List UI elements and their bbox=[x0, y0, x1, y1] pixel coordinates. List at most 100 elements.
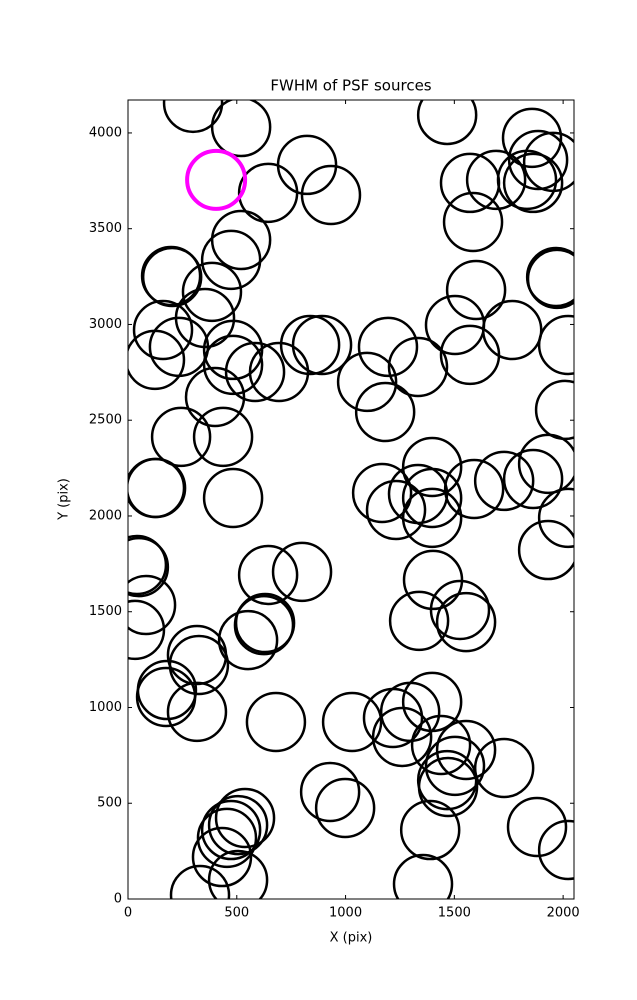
source-circle bbox=[207, 849, 269, 899]
source-circle bbox=[410, 714, 472, 776]
source-circle bbox=[181, 261, 243, 323]
source-circle bbox=[465, 149, 527, 211]
source-circle bbox=[248, 341, 310, 403]
source-circle bbox=[191, 826, 253, 888]
source-circle bbox=[424, 294, 486, 356]
source-circle bbox=[202, 319, 264, 381]
source-circle bbox=[196, 807, 258, 869]
source-circle bbox=[184, 366, 246, 428]
source-circle bbox=[424, 735, 486, 797]
source-circle bbox=[128, 329, 186, 391]
source-circle bbox=[401, 487, 463, 549]
source-circle bbox=[502, 152, 564, 214]
source-circle bbox=[517, 433, 574, 495]
source-circle bbox=[429, 579, 491, 641]
source-circle bbox=[217, 609, 279, 671]
source-circle bbox=[279, 314, 341, 376]
y-tick-label: 1500 bbox=[89, 604, 122, 619]
source-circle bbox=[517, 519, 574, 581]
source-circle bbox=[537, 314, 574, 376]
source-circle bbox=[392, 853, 454, 899]
source-circle bbox=[128, 536, 170, 598]
source-circle bbox=[299, 761, 361, 823]
source-circle bbox=[300, 164, 362, 226]
source-circle bbox=[399, 799, 461, 861]
source-circle bbox=[401, 436, 463, 498]
source-circle bbox=[507, 129, 569, 191]
source-circle bbox=[496, 149, 558, 211]
source-circle bbox=[351, 462, 413, 524]
source-circle bbox=[473, 737, 535, 799]
source-circle bbox=[207, 794, 269, 856]
source-circle bbox=[128, 457, 187, 519]
source-circle bbox=[371, 706, 433, 768]
y-tick-label: 4000 bbox=[89, 125, 122, 140]
source-circle bbox=[271, 541, 333, 603]
y-axis-label: Y (pix) bbox=[57, 478, 72, 521]
y-tick-label: 2500 bbox=[89, 413, 122, 428]
source-circle bbox=[435, 591, 497, 653]
source-circle bbox=[321, 691, 383, 753]
source-circle bbox=[336, 351, 398, 413]
source-circle bbox=[245, 691, 307, 753]
source-circle bbox=[443, 458, 505, 520]
y-tick-label: 1000 bbox=[89, 700, 122, 715]
x-tick-label: 1500 bbox=[438, 906, 471, 921]
source-circle bbox=[162, 100, 224, 134]
plot-area bbox=[128, 100, 574, 899]
source-circle bbox=[481, 299, 543, 361]
source-circle bbox=[237, 162, 299, 224]
source-circle bbox=[141, 246, 203, 308]
source-circle bbox=[401, 671, 463, 733]
source-circle bbox=[202, 467, 264, 529]
chart-title: FWHM of PSF sources bbox=[270, 77, 431, 95]
source-circle bbox=[314, 777, 376, 839]
source-circle bbox=[169, 864, 231, 899]
source-circle bbox=[202, 334, 264, 396]
source-circle bbox=[237, 544, 299, 606]
source-circle bbox=[357, 316, 419, 378]
source-circle bbox=[210, 100, 272, 158]
y-tick-label: 3000 bbox=[89, 317, 122, 332]
x-tick-label: 2000 bbox=[547, 906, 580, 921]
source-circle bbox=[233, 594, 295, 656]
source-circle bbox=[276, 134, 338, 196]
source-circle bbox=[150, 406, 212, 468]
y-tick-label: 3500 bbox=[89, 221, 122, 236]
source-circle bbox=[200, 799, 262, 861]
source-circle bbox=[192, 406, 254, 468]
y-tick-label: 500 bbox=[97, 796, 122, 811]
source-circle bbox=[445, 259, 507, 321]
source-circle bbox=[442, 191, 504, 253]
source-circle bbox=[224, 341, 286, 403]
source-circle bbox=[135, 666, 197, 728]
source-circle bbox=[354, 381, 416, 443]
source-circle bbox=[291, 314, 353, 376]
source-circle bbox=[435, 719, 497, 781]
x-tick-label: 0 bbox=[124, 906, 132, 921]
y-tick-label: 2000 bbox=[89, 508, 122, 523]
source-circle bbox=[214, 787, 276, 849]
source-circle bbox=[210, 209, 272, 271]
source-circle bbox=[534, 379, 574, 441]
source-circle bbox=[526, 248, 574, 310]
x-axis-label: X (pix) bbox=[330, 931, 373, 946]
source-circle bbox=[128, 534, 168, 596]
source-circle bbox=[388, 590, 450, 652]
source-circle bbox=[401, 467, 463, 529]
source-circle bbox=[537, 487, 574, 549]
x-tick-label: 500 bbox=[224, 906, 249, 921]
source-circle bbox=[501, 107, 563, 169]
source-circle bbox=[128, 574, 177, 636]
source-circle bbox=[439, 324, 501, 386]
source-circle bbox=[365, 479, 427, 541]
y-tick-label: 0 bbox=[114, 892, 122, 907]
source-circle bbox=[128, 599, 166, 661]
axes-frame bbox=[127, 99, 575, 900]
source-circle bbox=[166, 681, 228, 743]
x-tick-label: 1000 bbox=[329, 906, 362, 921]
source-circle bbox=[506, 796, 568, 858]
source-circle bbox=[166, 624, 228, 686]
source-circle bbox=[387, 336, 449, 398]
source-circle bbox=[200, 229, 262, 291]
